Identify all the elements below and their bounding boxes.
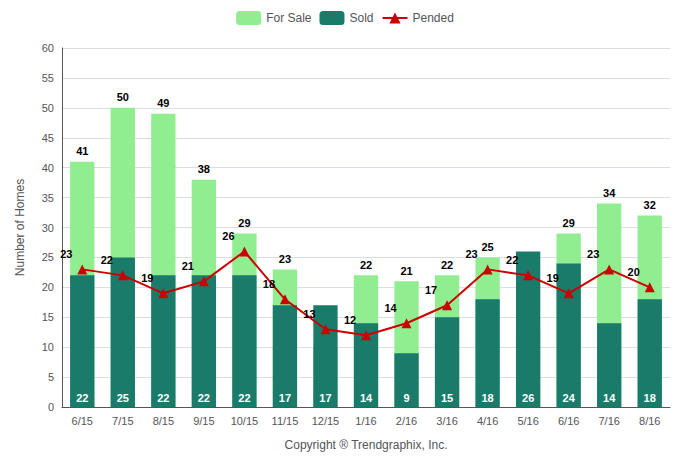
svg-text:5/16: 5/16 [517,415,538,427]
svg-text:8/15: 8/15 [153,415,174,427]
svg-text:14: 14 [360,392,373,404]
svg-text:6/16: 6/16 [558,415,579,427]
svg-text:9: 9 [403,392,409,404]
svg-text:26: 26 [222,230,234,242]
svg-text:Sold: Sold [349,11,373,25]
svg-text:15: 15 [441,392,453,404]
svg-text:29: 29 [238,217,250,229]
svg-text:25: 25 [117,392,129,404]
svg-text:34: 34 [603,187,616,199]
svg-text:22: 22 [441,259,453,271]
svg-text:15: 15 [42,311,54,323]
svg-text:2/16: 2/16 [396,415,417,427]
svg-text:22: 22 [506,254,518,266]
svg-text:24: 24 [563,392,576,404]
svg-text:22: 22 [360,259,372,271]
svg-text:26: 26 [522,392,534,404]
svg-text:50: 50 [117,91,129,103]
svg-text:22: 22 [157,392,169,404]
svg-text:13: 13 [303,308,315,320]
svg-text:19: 19 [547,272,559,284]
svg-text:45: 45 [42,132,54,144]
svg-text:Pended: Pended [412,11,453,25]
svg-text:10/15: 10/15 [231,415,259,427]
svg-text:18: 18 [481,392,493,404]
svg-text:10: 10 [42,341,54,353]
svg-text:12/15: 12/15 [312,415,340,427]
svg-text:18: 18 [263,278,275,290]
svg-text:0: 0 [48,401,54,413]
svg-text:6/15: 6/15 [72,415,93,427]
svg-text:38: 38 [198,163,210,175]
svg-text:49: 49 [157,97,169,109]
svg-text:29: 29 [563,217,575,229]
svg-text:14: 14 [384,302,397,314]
svg-text:17: 17 [319,392,331,404]
svg-text:23: 23 [60,248,72,260]
svg-text:22: 22 [198,392,210,404]
svg-text:14: 14 [603,392,616,404]
svg-text:17: 17 [425,284,437,296]
svg-text:20: 20 [42,281,54,293]
svg-text:17: 17 [279,392,291,404]
svg-text:12: 12 [344,314,356,326]
svg-text:41: 41 [76,145,88,157]
svg-text:32: 32 [644,199,656,211]
svg-text:20: 20 [628,266,640,278]
svg-text:35: 35 [42,192,54,204]
svg-text:21: 21 [400,265,412,277]
svg-text:23: 23 [465,248,477,260]
svg-text:22: 22 [76,392,88,404]
svg-text:22: 22 [238,392,250,404]
svg-text:5: 5 [48,371,54,383]
svg-text:Copyright ® Trendgraphix, Inc.: Copyright ® Trendgraphix, Inc. [285,438,448,452]
svg-text:55: 55 [42,72,54,84]
svg-text:25: 25 [481,241,493,253]
svg-text:22: 22 [101,254,113,266]
svg-text:23: 23 [279,253,291,265]
svg-text:60: 60 [42,42,54,54]
svg-text:For Sale: For Sale [266,11,312,25]
svg-text:11/15: 11/15 [272,415,299,427]
svg-text:4/16: 4/16 [477,415,498,427]
svg-text:25: 25 [42,251,54,263]
svg-text:18: 18 [644,392,656,404]
svg-text:8/16: 8/16 [639,415,660,427]
svg-text:23: 23 [587,248,599,260]
svg-text:19: 19 [141,272,153,284]
svg-text:3/16: 3/16 [436,415,457,427]
svg-text:Number of Homes: Number of Homes [13,179,27,276]
svg-text:50: 50 [42,102,54,114]
svg-text:7/15: 7/15 [112,415,133,427]
svg-text:21: 21 [182,260,194,272]
svg-text:9/15: 9/15 [193,415,214,427]
svg-text:7/16: 7/16 [598,415,619,427]
svg-text:40: 40 [42,162,54,174]
svg-text:30: 30 [42,222,54,234]
svg-text:1/16: 1/16 [355,415,376,427]
